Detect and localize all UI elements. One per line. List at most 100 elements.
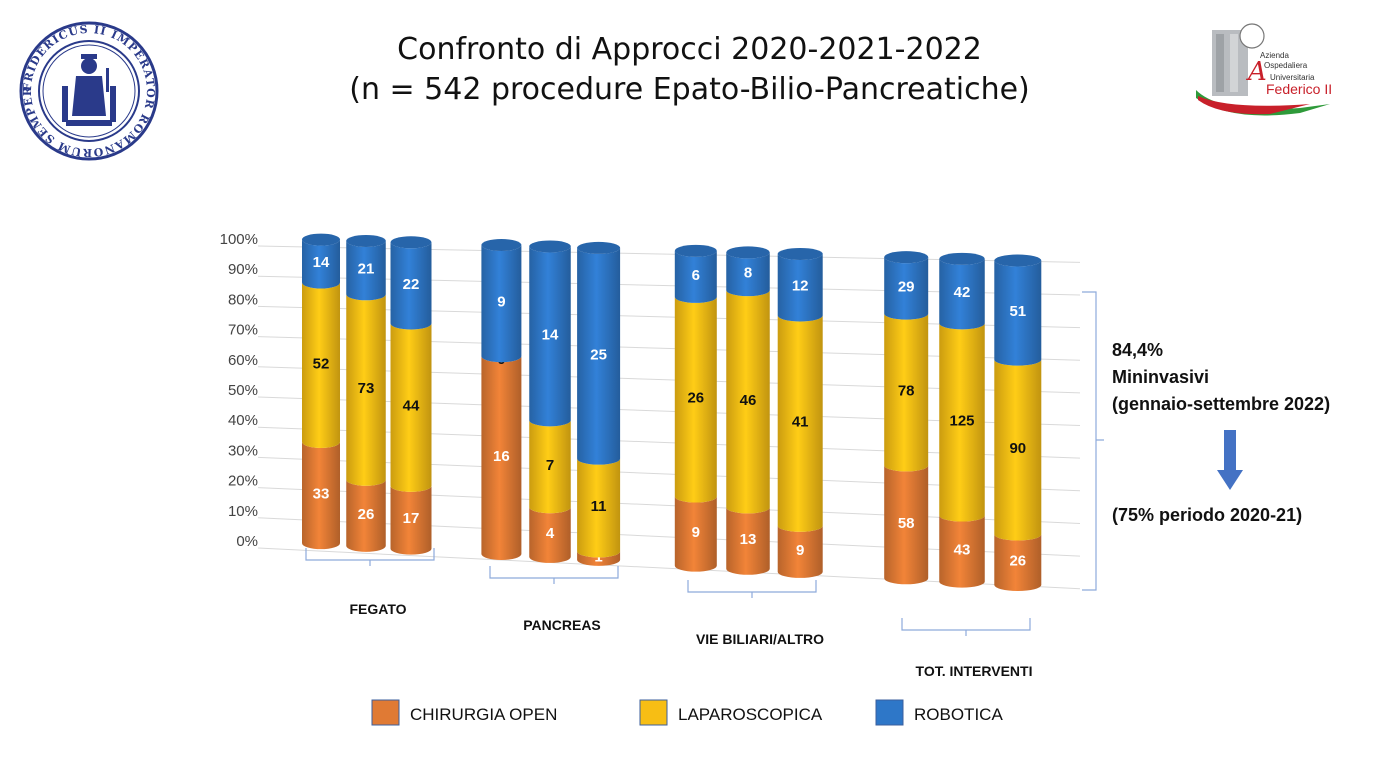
data-label: 9 bbox=[497, 294, 505, 311]
data-label: 51 bbox=[1009, 303, 1026, 320]
bar-segment-open bbox=[390, 485, 432, 555]
legend-robotic-swatch bbox=[875, 699, 904, 726]
y-tick-label: 50% bbox=[228, 382, 258, 399]
bar-top-cap bbox=[726, 246, 770, 259]
minimally-invasive-label: Mininvasivi bbox=[1112, 367, 1210, 387]
bar-segment-robotic bbox=[884, 257, 929, 320]
bar-segment-open bbox=[994, 534, 1042, 591]
y-tick-label: 0% bbox=[236, 533, 258, 550]
data-label: 16 bbox=[493, 448, 510, 465]
y-tick-label: 70% bbox=[228, 322, 258, 339]
data-label: 13 bbox=[740, 531, 757, 548]
group-bracket bbox=[489, 566, 619, 584]
data-label: 44 bbox=[403, 398, 420, 415]
data-label: 52 bbox=[313, 355, 330, 372]
group-bracket bbox=[901, 618, 1031, 636]
bar-segment-laparoscopic bbox=[390, 323, 432, 492]
bar-segment-robotic bbox=[674, 250, 717, 303]
bar-segment-laparoscopic bbox=[777, 315, 823, 532]
data-label: 73 bbox=[358, 380, 375, 397]
previous-period-comparison: (75% periodo 2020-21) bbox=[1112, 505, 1303, 525]
data-label: 7 bbox=[546, 457, 554, 474]
data-label: 21 bbox=[358, 261, 375, 278]
data-label: 17 bbox=[403, 510, 420, 527]
bar-segment-robotic bbox=[481, 245, 522, 363]
bar-segment-open bbox=[939, 515, 985, 588]
bar-top-cap bbox=[390, 236, 432, 249]
bar-segment-laparoscopic bbox=[674, 296, 717, 503]
data-label: 4 bbox=[546, 525, 555, 542]
bar-segment-laparoscopic bbox=[529, 420, 571, 514]
data-label: 78 bbox=[898, 382, 915, 399]
hospital-logo-line1: Azienda bbox=[1260, 51, 1289, 60]
bar-segment-open bbox=[777, 525, 823, 578]
data-label: 29 bbox=[898, 278, 915, 295]
hospital-logo-line3: Universitaria bbox=[1270, 73, 1315, 82]
down-arrow-icon bbox=[1217, 430, 1243, 490]
legend-robotic-label: ROBOTICA bbox=[914, 705, 1003, 724]
bar-segment-open bbox=[529, 507, 571, 563]
legend-laparoscopic-label: LAPAROSCOPICA bbox=[678, 705, 823, 724]
bar-segment-open bbox=[346, 479, 386, 552]
data-label: 42 bbox=[954, 284, 971, 301]
annotation-bracket bbox=[1082, 291, 1104, 591]
bar-segment-open bbox=[577, 551, 621, 566]
data-label: 9 bbox=[692, 524, 700, 541]
y-tick-label: 100% bbox=[220, 231, 258, 248]
bar-segment-open bbox=[481, 356, 522, 561]
y-tick-label: 20% bbox=[228, 473, 258, 490]
data-label: 43 bbox=[954, 542, 971, 559]
legend-open-swatch bbox=[371, 699, 400, 726]
y-tick-label: 30% bbox=[228, 442, 258, 459]
bar-segment-laparoscopic bbox=[884, 313, 929, 472]
group-bracket bbox=[305, 548, 435, 566]
category-label: VIE BILIARI/ALTRO bbox=[696, 631, 824, 647]
bar-segment-laparoscopic bbox=[939, 323, 985, 522]
legend-laparoscopic-swatch bbox=[639, 699, 668, 726]
data-label: 9 bbox=[796, 542, 804, 559]
bar-segment-robotic bbox=[302, 239, 340, 289]
y-tick-label: 60% bbox=[228, 352, 258, 369]
data-label: 90 bbox=[1009, 440, 1026, 457]
bar-segment-laparoscopic bbox=[577, 458, 621, 558]
data-label: 26 bbox=[1009, 553, 1026, 570]
svg-text:A: A bbox=[1246, 57, 1267, 87]
minimally-invasive-percent: 84,4% bbox=[1112, 340, 1164, 360]
bar-segment-robotic bbox=[346, 240, 386, 301]
bar-segment-laparoscopic bbox=[346, 294, 386, 486]
page-title: Confronto di Approcci 2020-2021-2022 (n … bbox=[0, 30, 1379, 110]
data-label: 58 bbox=[898, 515, 915, 532]
data-label: 14 bbox=[313, 254, 330, 271]
category-label: TOT. INTERVENTI bbox=[916, 663, 1033, 679]
bar-top-cap bbox=[884, 251, 929, 264]
bar-segment-robotic bbox=[939, 258, 985, 330]
enthroned-figure-icon bbox=[62, 54, 116, 126]
data-label: 26 bbox=[358, 506, 375, 523]
data-label: 41 bbox=[792, 414, 809, 431]
data-label: 25 bbox=[590, 346, 607, 363]
data-label: 125 bbox=[949, 412, 974, 429]
bar-segment-robotic bbox=[390, 242, 432, 330]
group-bracket bbox=[687, 580, 817, 598]
y-tick-label: 80% bbox=[228, 291, 258, 308]
bar-top-cap bbox=[939, 252, 985, 265]
y-tick-label: 40% bbox=[228, 412, 258, 429]
hospital-logo-name: Federico II bbox=[1266, 81, 1332, 97]
bar-segment-open bbox=[884, 465, 929, 585]
bar-segment-open bbox=[726, 507, 770, 575]
bar-top-cap bbox=[577, 241, 621, 254]
data-label: 22 bbox=[403, 276, 420, 293]
category-label: PANCREAS bbox=[523, 617, 601, 633]
bar-segment-robotic bbox=[726, 252, 770, 297]
bar-top-cap bbox=[346, 234, 386, 247]
data-label: 26 bbox=[687, 390, 704, 407]
bar-segment-laparoscopic bbox=[994, 359, 1042, 541]
legend-open-label: CHIRURGIA OPEN bbox=[410, 705, 557, 724]
data-label: 12 bbox=[792, 278, 809, 295]
bar-segment-robotic bbox=[529, 246, 571, 427]
university-seal-logo: FRIDERICUS II IMPERATOR ROMANORUM SEMPER… bbox=[18, 20, 159, 161]
title-line-2: (n = 542 procedure Epato-Bilio-Pancreati… bbox=[349, 72, 1030, 107]
bar-segment-laparoscopic bbox=[302, 282, 340, 448]
hospital-logo-line2: Ospedaliera bbox=[1264, 61, 1308, 70]
bar-top-cap bbox=[481, 239, 522, 252]
